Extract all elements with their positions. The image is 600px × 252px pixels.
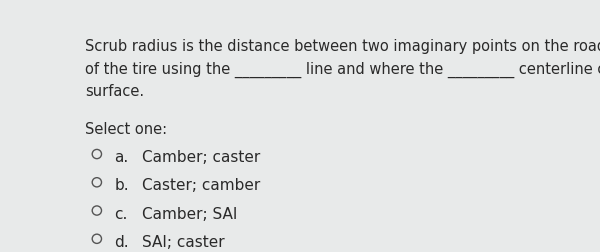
Text: Caster; camber: Caster; camber bbox=[142, 178, 260, 193]
Text: c.: c. bbox=[115, 206, 128, 221]
Text: Select one:: Select one: bbox=[85, 121, 167, 136]
Text: d.: d. bbox=[115, 234, 129, 249]
Text: SAI; caster: SAI; caster bbox=[142, 234, 225, 249]
Text: Camber; SAI: Camber; SAI bbox=[142, 206, 238, 221]
Text: Scrub radius is the distance between two imaginary points on the road surface: t: Scrub radius is the distance between two… bbox=[85, 39, 600, 54]
Text: Camber; caster: Camber; caster bbox=[142, 150, 260, 165]
Text: a.: a. bbox=[115, 150, 129, 165]
Text: surface.: surface. bbox=[85, 84, 145, 99]
Text: of the tire using the _________ line and where the _________ centerline contacts: of the tire using the _________ line and… bbox=[85, 61, 600, 77]
Text: b.: b. bbox=[115, 178, 129, 193]
